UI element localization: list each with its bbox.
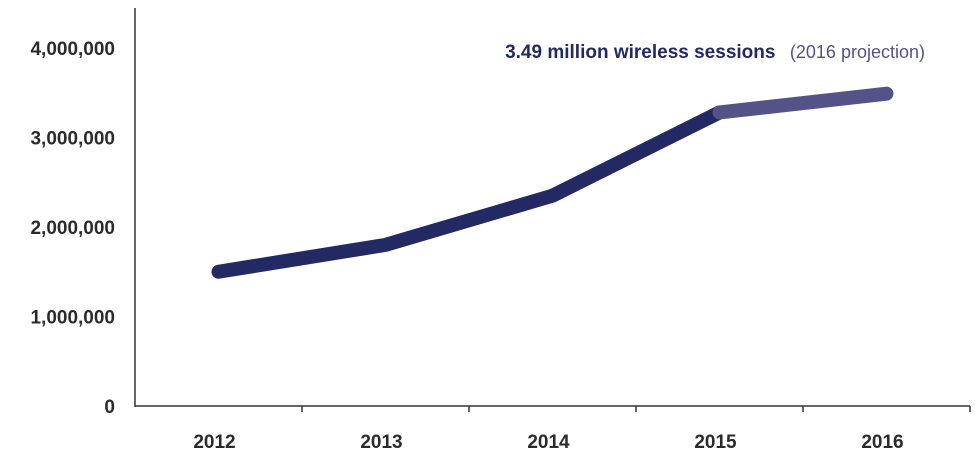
y-tick-label: 1,000,000: [30, 308, 115, 329]
chart-annotation: 3.49 million wireless sessions (2016 pro…: [505, 42, 925, 63]
annotation-light-text: (2016 projection): [790, 42, 925, 62]
y-axis-tick-labels: 0 1,000,000 2,000,000 3,000,000 4,000,000: [30, 39, 115, 418]
x-axis-tick-labels: 2012 2013 2014 2015 2016: [193, 432, 903, 453]
series-line-projection: [712, 86, 894, 120]
chart-axes: [134, 8, 970, 407]
y-tick-label: 3,000,000: [30, 129, 115, 150]
y-tick-label: 0: [104, 397, 115, 418]
x-tick-label: 2013: [360, 432, 402, 453]
annotation-bold-text: 3.49 million wireless sessions: [505, 42, 775, 63]
series-line-actual: [211, 105, 727, 279]
series-lines: [211, 86, 894, 279]
x-tick-label: 2014: [527, 432, 570, 453]
x-tick-label: 2012: [193, 432, 235, 453]
x-axis-ticks: [301, 406, 971, 412]
x-tick-label: 2015: [694, 432, 737, 453]
y-tick-label: 2,000,000: [30, 218, 115, 239]
y-tick-label: 4,000,000: [30, 39, 115, 60]
x-tick-label: 2016: [861, 432, 903, 453]
